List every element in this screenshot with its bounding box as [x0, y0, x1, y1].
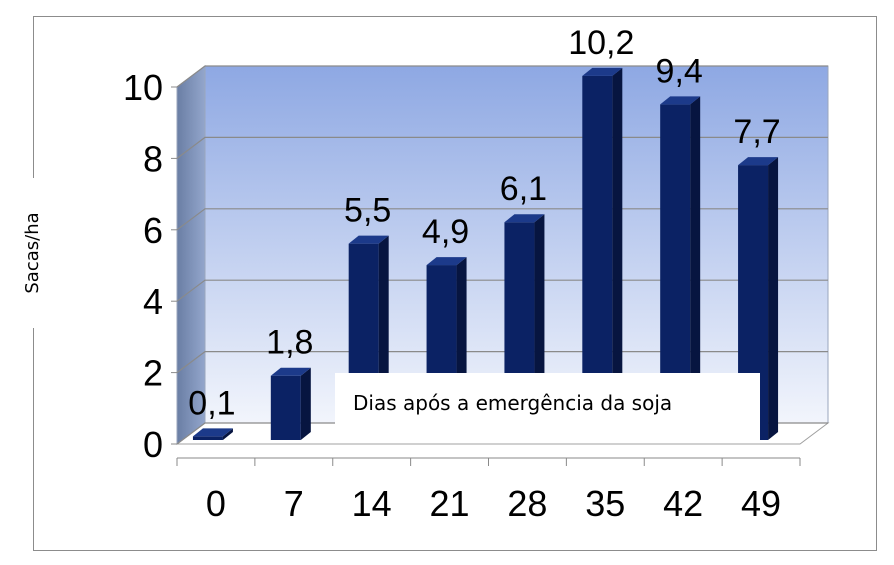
bar-top: [426, 257, 467, 266]
x-tick-label: 0: [206, 483, 226, 524]
x-tick-label: 14: [352, 483, 392, 524]
x-tick-label: 42: [663, 483, 703, 524]
x-axis-label: Dias após a emergência da soja: [353, 391, 673, 415]
data-label: 9,4: [656, 52, 703, 90]
bar: [270, 375, 301, 440]
x-tick-label: 49: [741, 483, 781, 524]
bar-side: [690, 96, 701, 441]
bar-top: [192, 428, 233, 437]
y-tick-label: 2: [143, 353, 163, 394]
x-tick-label: 21: [430, 483, 470, 524]
data-label: 4,9: [422, 213, 469, 251]
x-tick-label: 28: [507, 483, 547, 524]
bar-top: [270, 367, 311, 376]
gridline: [176, 65, 828, 88]
y-tick-label: 6: [143, 210, 163, 251]
y-tick-label: 8: [143, 138, 163, 179]
data-label: 1,8: [266, 324, 313, 362]
data-label: 10,2: [568, 24, 634, 62]
y-tick-label: 4: [143, 281, 163, 322]
bar-top: [504, 214, 545, 223]
y-axis-label: Sacas/ha: [22, 212, 43, 294]
bar-top: [582, 67, 623, 76]
bar-side: [612, 67, 623, 441]
y-axis-label-box: Sacas/ha: [18, 178, 66, 328]
bar: [192, 436, 223, 440]
y-tick-label: 10: [123, 67, 163, 108]
data-label: 7,7: [733, 113, 780, 151]
y-tick-label: 0: [143, 424, 163, 465]
bar-side: [222, 428, 233, 440]
bar-top: [660, 96, 701, 105]
bar-side: [768, 157, 779, 441]
bar-top: [348, 235, 389, 244]
x-tick-label: 35: [585, 483, 625, 524]
data-label: 5,5: [344, 192, 391, 230]
bar-top: [738, 157, 779, 166]
x-tick-label: 7: [284, 483, 304, 524]
data-label: 0,1: [188, 384, 235, 422]
bar-side: [300, 367, 311, 440]
data-label: 6,1: [500, 170, 547, 208]
x-axis-label-box: Dias após a emergência da soja: [335, 373, 760, 440]
